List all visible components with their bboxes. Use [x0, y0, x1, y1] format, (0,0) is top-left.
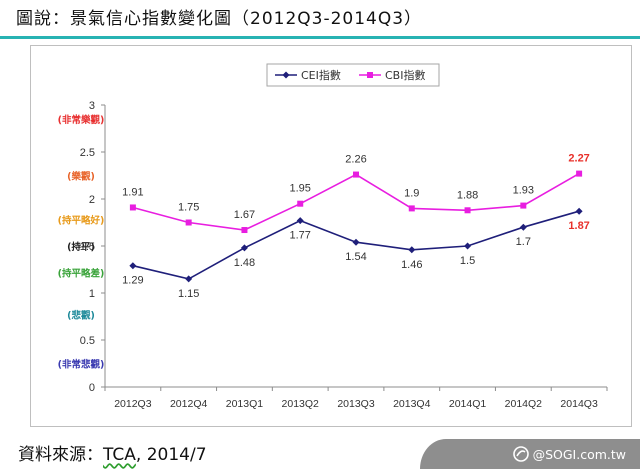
y-tick-label: 0.5 — [80, 335, 95, 347]
figure-caption: 圖說：景氣信心指數變化圖（2012Q3-2014Q3） — [16, 9, 423, 29]
cbi-data-label: 1.67 — [234, 209, 255, 221]
cei-data-label: 1.54 — [345, 251, 366, 263]
cei-data-label: 1.46 — [401, 259, 422, 271]
cei-data-label: 1.15 — [178, 288, 199, 300]
y-tick-label: 1.5 — [80, 241, 95, 253]
chart-frame: 0 0.5 1 1.5 2 2.5 3 2012Q3 2012Q4 2013Q1 2013Q2 201… — [30, 45, 632, 427]
cei-data-point — [129, 262, 137, 270]
cbi-data-point — [576, 170, 583, 177]
y-tick-label: 1 — [89, 288, 95, 300]
cbi-data-point — [241, 227, 248, 234]
legend-label-cei: CEI指數 — [301, 68, 341, 82]
header-divider — [0, 36, 640, 39]
cbi-data-point — [408, 205, 415, 212]
x-tick-label: 2014Q1 — [449, 398, 487, 410]
cbi-data-label: 1.93 — [513, 185, 534, 197]
cbi-data-point — [297, 200, 304, 207]
cbi-data-point — [520, 202, 527, 209]
y-tick-label: 3 — [89, 100, 95, 112]
x-tick-label: 2014Q2 — [505, 398, 543, 410]
cbi-data-label: 1.88 — [457, 189, 478, 201]
cbi-data-label: 1.95 — [290, 183, 311, 195]
cbi-data-point — [185, 219, 192, 226]
legend-box — [266, 63, 440, 87]
zone-label: (非常悲觀) — [58, 359, 105, 371]
x-tick-label: 2013Q4 — [393, 398, 431, 410]
cbi-data-label: 1.75 — [178, 202, 199, 214]
x-tick-label: 2012Q4 — [170, 398, 208, 410]
cbi-data-label: 2.26 — [345, 154, 366, 166]
zone-label: (非常樂觀) — [58, 114, 105, 126]
cei-data-label: 1.29 — [122, 275, 143, 287]
sogi-logo-icon — [512, 446, 529, 462]
legend-label-cbi: CBI指數 — [385, 68, 425, 82]
x-tick-label: 2013Q2 — [282, 398, 320, 410]
cbi-data-point — [353, 171, 359, 178]
cei-data-point — [519, 223, 527, 231]
zone-label: (持平) — [67, 241, 95, 253]
legend-marker-cei — [282, 71, 290, 79]
zone-label: (悲觀) — [67, 310, 95, 322]
cei-data-point — [296, 217, 304, 225]
source-org: TCA — [103, 445, 136, 465]
cei-data-label: 1.77 — [290, 230, 311, 242]
legend-marker-cbi — [367, 72, 373, 78]
source-note: 資料來源：TCA, 2014/7 — [18, 440, 207, 465]
cbi-data-label: 1.9 — [404, 187, 419, 199]
cbi-data-point — [464, 207, 471, 214]
zone-label: (持平略好) — [58, 215, 105, 227]
source-suffix: , 2014/7 — [135, 445, 207, 465]
confidence-index-line-chart: 0 0.5 1 1.5 2 2.5 3 2012Q3 2012Q4 2013Q1 2013Q2 201… — [58, 63, 608, 410]
cbi-data-point — [129, 204, 136, 211]
cei-data-label: 1.87 — [568, 220, 589, 232]
series-line-cbi — [132, 172, 580, 231]
watermark-text: @SOGI.com.tw — [532, 446, 626, 462]
cei-data-label: 1.5 — [460, 255, 475, 267]
cbi-data-label: 2.27 — [568, 153, 589, 165]
watermark-badge: @SOGI.com.tw — [420, 439, 640, 469]
y-tick-label: 2.5 — [80, 147, 95, 159]
x-tick-label: 2013Q3 — [337, 398, 375, 410]
x-tick-label: 2012Q3 — [114, 398, 152, 410]
cei-data-label: 1.7 — [516, 236, 531, 248]
source-prefix: 資料來源： — [18, 445, 103, 465]
cei-data-point — [185, 275, 193, 283]
y-tick-label: 0 — [89, 382, 95, 394]
zone-label: (樂觀) — [67, 171, 95, 183]
y-tick-label: 2 — [89, 194, 95, 206]
cbi-data-label: 1.91 — [122, 186, 143, 198]
cei-data-point — [240, 244, 248, 252]
x-tick-label: 2014Q3 — [560, 398, 598, 410]
cei-data-point — [464, 242, 472, 250]
cei-data-point — [352, 238, 360, 246]
cei-data-point — [575, 207, 583, 215]
cei-data-point — [408, 246, 416, 254]
x-tick-label: 2013Q1 — [226, 398, 264, 410]
cei-data-label: 1.48 — [234, 257, 255, 269]
zone-label: (持平略差) — [58, 267, 105, 279]
